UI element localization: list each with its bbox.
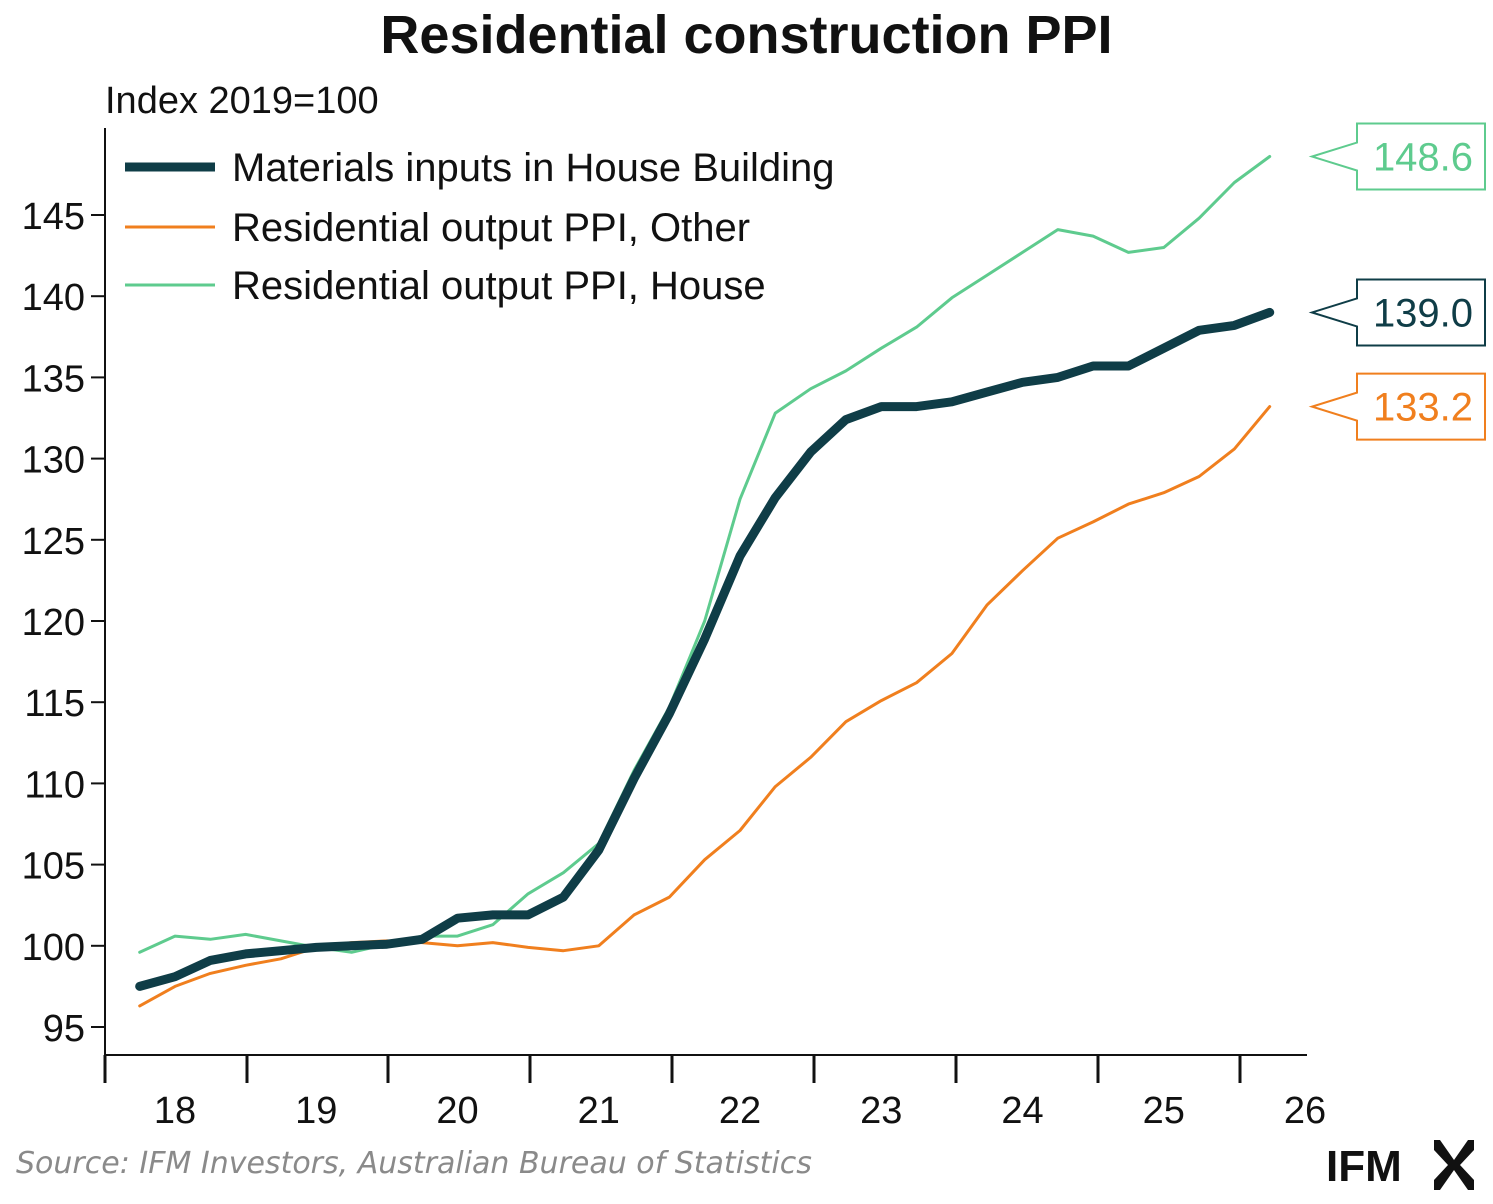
x-tick-label: 20 bbox=[436, 1090, 478, 1132]
series-line-0 bbox=[135, 307, 1275, 991]
x-tick-label: 26 bbox=[1284, 1090, 1326, 1132]
legend: Materials inputs in House Building Reside… bbox=[125, 146, 835, 308]
y-axis-unit-label: Index 2019=100 bbox=[105, 80, 379, 122]
ifm-logo: IFM bbox=[1326, 1136, 1486, 1196]
x-tick-label: 21 bbox=[578, 1090, 620, 1132]
end-label-value-1: 139.0 bbox=[1373, 291, 1473, 335]
end-label-value-0: 148.6 bbox=[1373, 136, 1473, 180]
legend-label-1: Residential output PPI, Other bbox=[232, 206, 750, 250]
x-tick-label: 24 bbox=[1001, 1090, 1043, 1132]
end-label-value-2: 133.2 bbox=[1373, 386, 1473, 430]
y-tick-label: 110 bbox=[24, 764, 85, 806]
x-tick-label: 23 bbox=[860, 1090, 902, 1132]
y-tick-label: 130 bbox=[22, 440, 85, 482]
source-note: Source: IFM Investors, Australian Bureau… bbox=[16, 1146, 812, 1181]
y-tick-label: 125 bbox=[22, 521, 85, 563]
y-tick-label: 105 bbox=[22, 846, 85, 888]
y-tick-label: 140 bbox=[22, 277, 85, 319]
y-tick-label: 100 bbox=[22, 927, 85, 969]
chart-title: Residential construction PPI bbox=[380, 5, 1113, 65]
end-labels: 148.6 139.0 133.2 bbox=[1308, 122, 1486, 441]
y-tick-label: 115 bbox=[24, 683, 85, 725]
legend-label-2: Residential output PPI, House bbox=[232, 264, 766, 308]
y-tick-label: 135 bbox=[22, 358, 85, 400]
x-tick-label: 19 bbox=[295, 1090, 337, 1132]
series-layer bbox=[135, 155, 1275, 1008]
end-label-box-2 bbox=[1308, 372, 1486, 441]
chart-axes: 95 100 105 110 115 120 125 130 135 140 145 18 19 20 21… bbox=[22, 128, 1326, 1132]
end-label-box-1 bbox=[1308, 278, 1486, 347]
x-tick-label: 22 bbox=[719, 1090, 761, 1132]
logo-text: IFM bbox=[1326, 1142, 1402, 1191]
y-tick-label: 95 bbox=[43, 1008, 85, 1050]
ifm-hourglass-icon bbox=[1434, 1140, 1474, 1190]
legend-label-0: Materials inputs in House Building bbox=[232, 146, 835, 190]
y-tick-label: 120 bbox=[22, 602, 85, 644]
end-label-box-0 bbox=[1308, 122, 1486, 191]
y-tick-label: 145 bbox=[22, 196, 85, 238]
series-line-1 bbox=[138, 405, 1272, 1008]
x-tick-label: 25 bbox=[1143, 1090, 1185, 1132]
x-tick-label: 18 bbox=[154, 1090, 196, 1132]
